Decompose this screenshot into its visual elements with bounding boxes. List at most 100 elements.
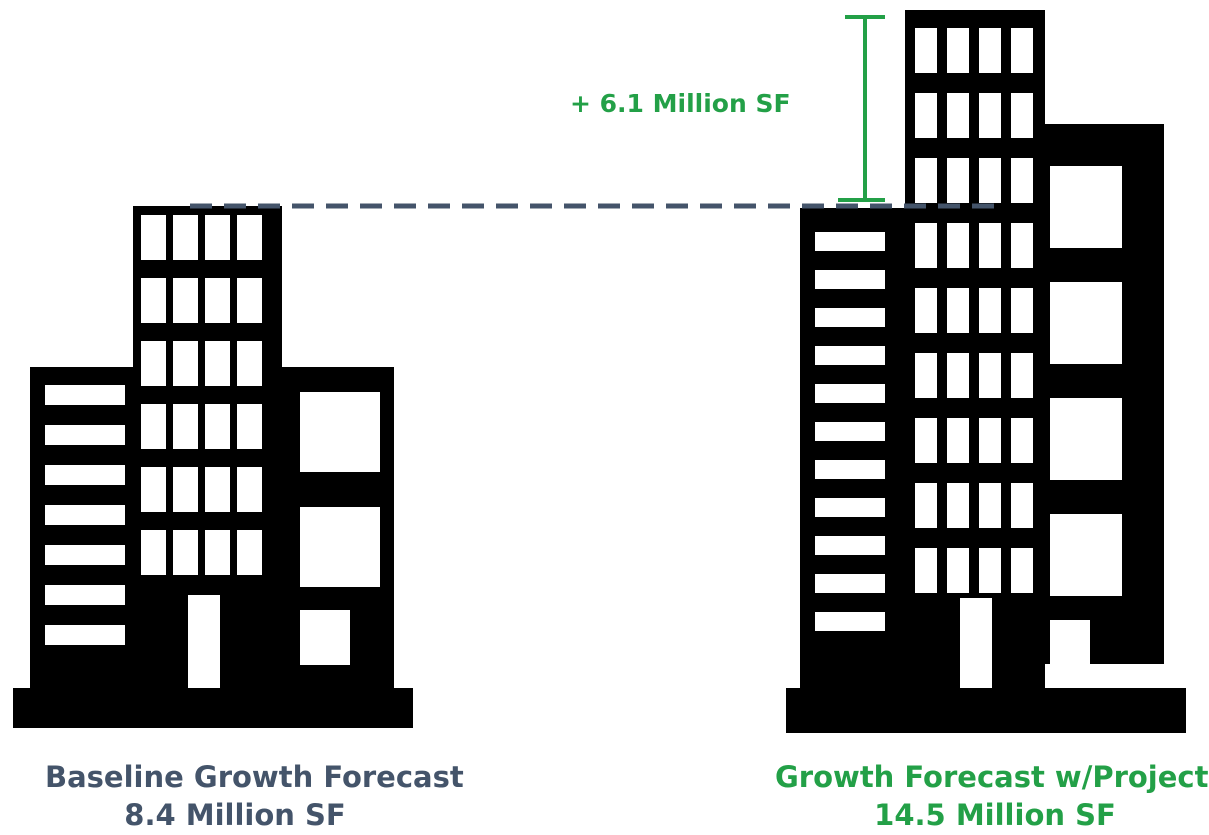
left-wing-window bbox=[815, 308, 885, 327]
left-wing-window bbox=[815, 422, 885, 441]
tower-window bbox=[947, 158, 969, 203]
left-wing-window bbox=[815, 612, 885, 631]
tower-window bbox=[979, 158, 1001, 203]
projects-title: Growth Forecast w/Projects bbox=[775, 760, 1209, 794]
projects-caption: Growth Forecast w/Projects 14.5 Million … bbox=[775, 758, 1209, 834]
tower-window bbox=[915, 483, 937, 528]
building-base bbox=[13, 688, 413, 728]
left-wing-window bbox=[815, 574, 885, 593]
tower-window bbox=[141, 278, 166, 323]
tower-window bbox=[237, 341, 262, 386]
left-wing-window bbox=[45, 585, 125, 605]
tower-window bbox=[915, 353, 937, 398]
tower-window bbox=[947, 288, 969, 333]
baseline-buildings-icon bbox=[13, 206, 413, 728]
tower-window bbox=[915, 418, 937, 463]
tower-window bbox=[979, 353, 1001, 398]
left-wing-window bbox=[45, 385, 125, 405]
right-wing-window bbox=[1050, 282, 1122, 364]
tower-window bbox=[979, 418, 1001, 463]
left-wing-window bbox=[45, 505, 125, 525]
tower-window bbox=[237, 530, 262, 575]
tower-window bbox=[237, 467, 262, 512]
left-wing-window bbox=[45, 465, 125, 485]
left-wing-window bbox=[815, 270, 885, 289]
tower-window bbox=[947, 353, 969, 398]
left-wing-window bbox=[815, 232, 885, 251]
tower-window bbox=[947, 223, 969, 268]
tower-window bbox=[915, 223, 937, 268]
building-door bbox=[960, 598, 992, 688]
tower-window bbox=[979, 548, 1001, 593]
right-wing-window bbox=[1050, 166, 1122, 248]
left-wing-window bbox=[815, 384, 885, 403]
baseline-caption: Baseline Growth Forecast 8.4 Million SF bbox=[45, 758, 464, 834]
tower-window bbox=[947, 548, 969, 593]
tower-window bbox=[205, 404, 230, 449]
tower-window bbox=[1011, 93, 1033, 138]
left-wing-window bbox=[45, 625, 125, 645]
tower-window bbox=[141, 341, 166, 386]
right-wing-window bbox=[300, 507, 380, 587]
tower-window bbox=[915, 28, 937, 73]
tower-window bbox=[1011, 223, 1033, 268]
tower-window bbox=[173, 341, 198, 386]
tower-window bbox=[915, 93, 937, 138]
left-wing-window bbox=[815, 498, 885, 517]
tower-window bbox=[979, 223, 1001, 268]
tower-window bbox=[173, 467, 198, 512]
right-wing-window bbox=[1050, 514, 1122, 596]
tower-window bbox=[237, 278, 262, 323]
building-base bbox=[786, 688, 1186, 733]
tower-window bbox=[141, 404, 166, 449]
right-wing-window bbox=[1050, 620, 1090, 664]
tower-window bbox=[1011, 548, 1033, 593]
tower-window bbox=[915, 158, 937, 203]
tower-window bbox=[205, 341, 230, 386]
tower-window bbox=[1011, 28, 1033, 73]
left-wing-window bbox=[815, 536, 885, 555]
tower-window bbox=[979, 483, 1001, 528]
right-wing-window bbox=[300, 610, 350, 665]
tower-window bbox=[205, 215, 230, 260]
tower-window bbox=[205, 278, 230, 323]
projects-buildings-icon bbox=[786, 10, 1186, 733]
delta-label: + 6.1 Million SF bbox=[570, 89, 791, 118]
tower-window bbox=[237, 404, 262, 449]
tower-window bbox=[205, 530, 230, 575]
tower-window bbox=[947, 28, 969, 73]
tower-window bbox=[915, 288, 937, 333]
baseline-value: 8.4 Million SF bbox=[124, 798, 346, 832]
left-wing-window bbox=[45, 425, 125, 445]
building-door bbox=[188, 595, 220, 688]
tower-window bbox=[173, 215, 198, 260]
tower-window bbox=[1011, 418, 1033, 463]
left-wing-window bbox=[815, 346, 885, 365]
tower-window bbox=[141, 530, 166, 575]
tower-window bbox=[1011, 288, 1033, 333]
tower-window bbox=[205, 467, 230, 512]
tower-window bbox=[947, 93, 969, 138]
tower-window bbox=[173, 530, 198, 575]
tower-window bbox=[173, 404, 198, 449]
tower-window bbox=[947, 483, 969, 528]
tower-window bbox=[141, 215, 166, 260]
tower-window bbox=[1011, 353, 1033, 398]
tower-window bbox=[173, 278, 198, 323]
left-wing-window bbox=[815, 460, 885, 479]
tower-window bbox=[237, 215, 262, 260]
right-wing-window bbox=[1050, 398, 1122, 480]
tower-window bbox=[979, 93, 1001, 138]
baseline-title: Baseline Growth Forecast bbox=[45, 760, 464, 794]
tower-window bbox=[1011, 483, 1033, 528]
tower-window bbox=[979, 288, 1001, 333]
tower-window bbox=[141, 467, 166, 512]
delta-bracket bbox=[838, 15, 885, 202]
tower-window bbox=[1011, 158, 1033, 203]
right-wing-window bbox=[300, 392, 380, 472]
projects-value: 14.5 Million SF bbox=[874, 798, 1116, 832]
tower-window bbox=[947, 418, 969, 463]
tower-window bbox=[915, 548, 937, 593]
tower-window bbox=[979, 28, 1001, 73]
